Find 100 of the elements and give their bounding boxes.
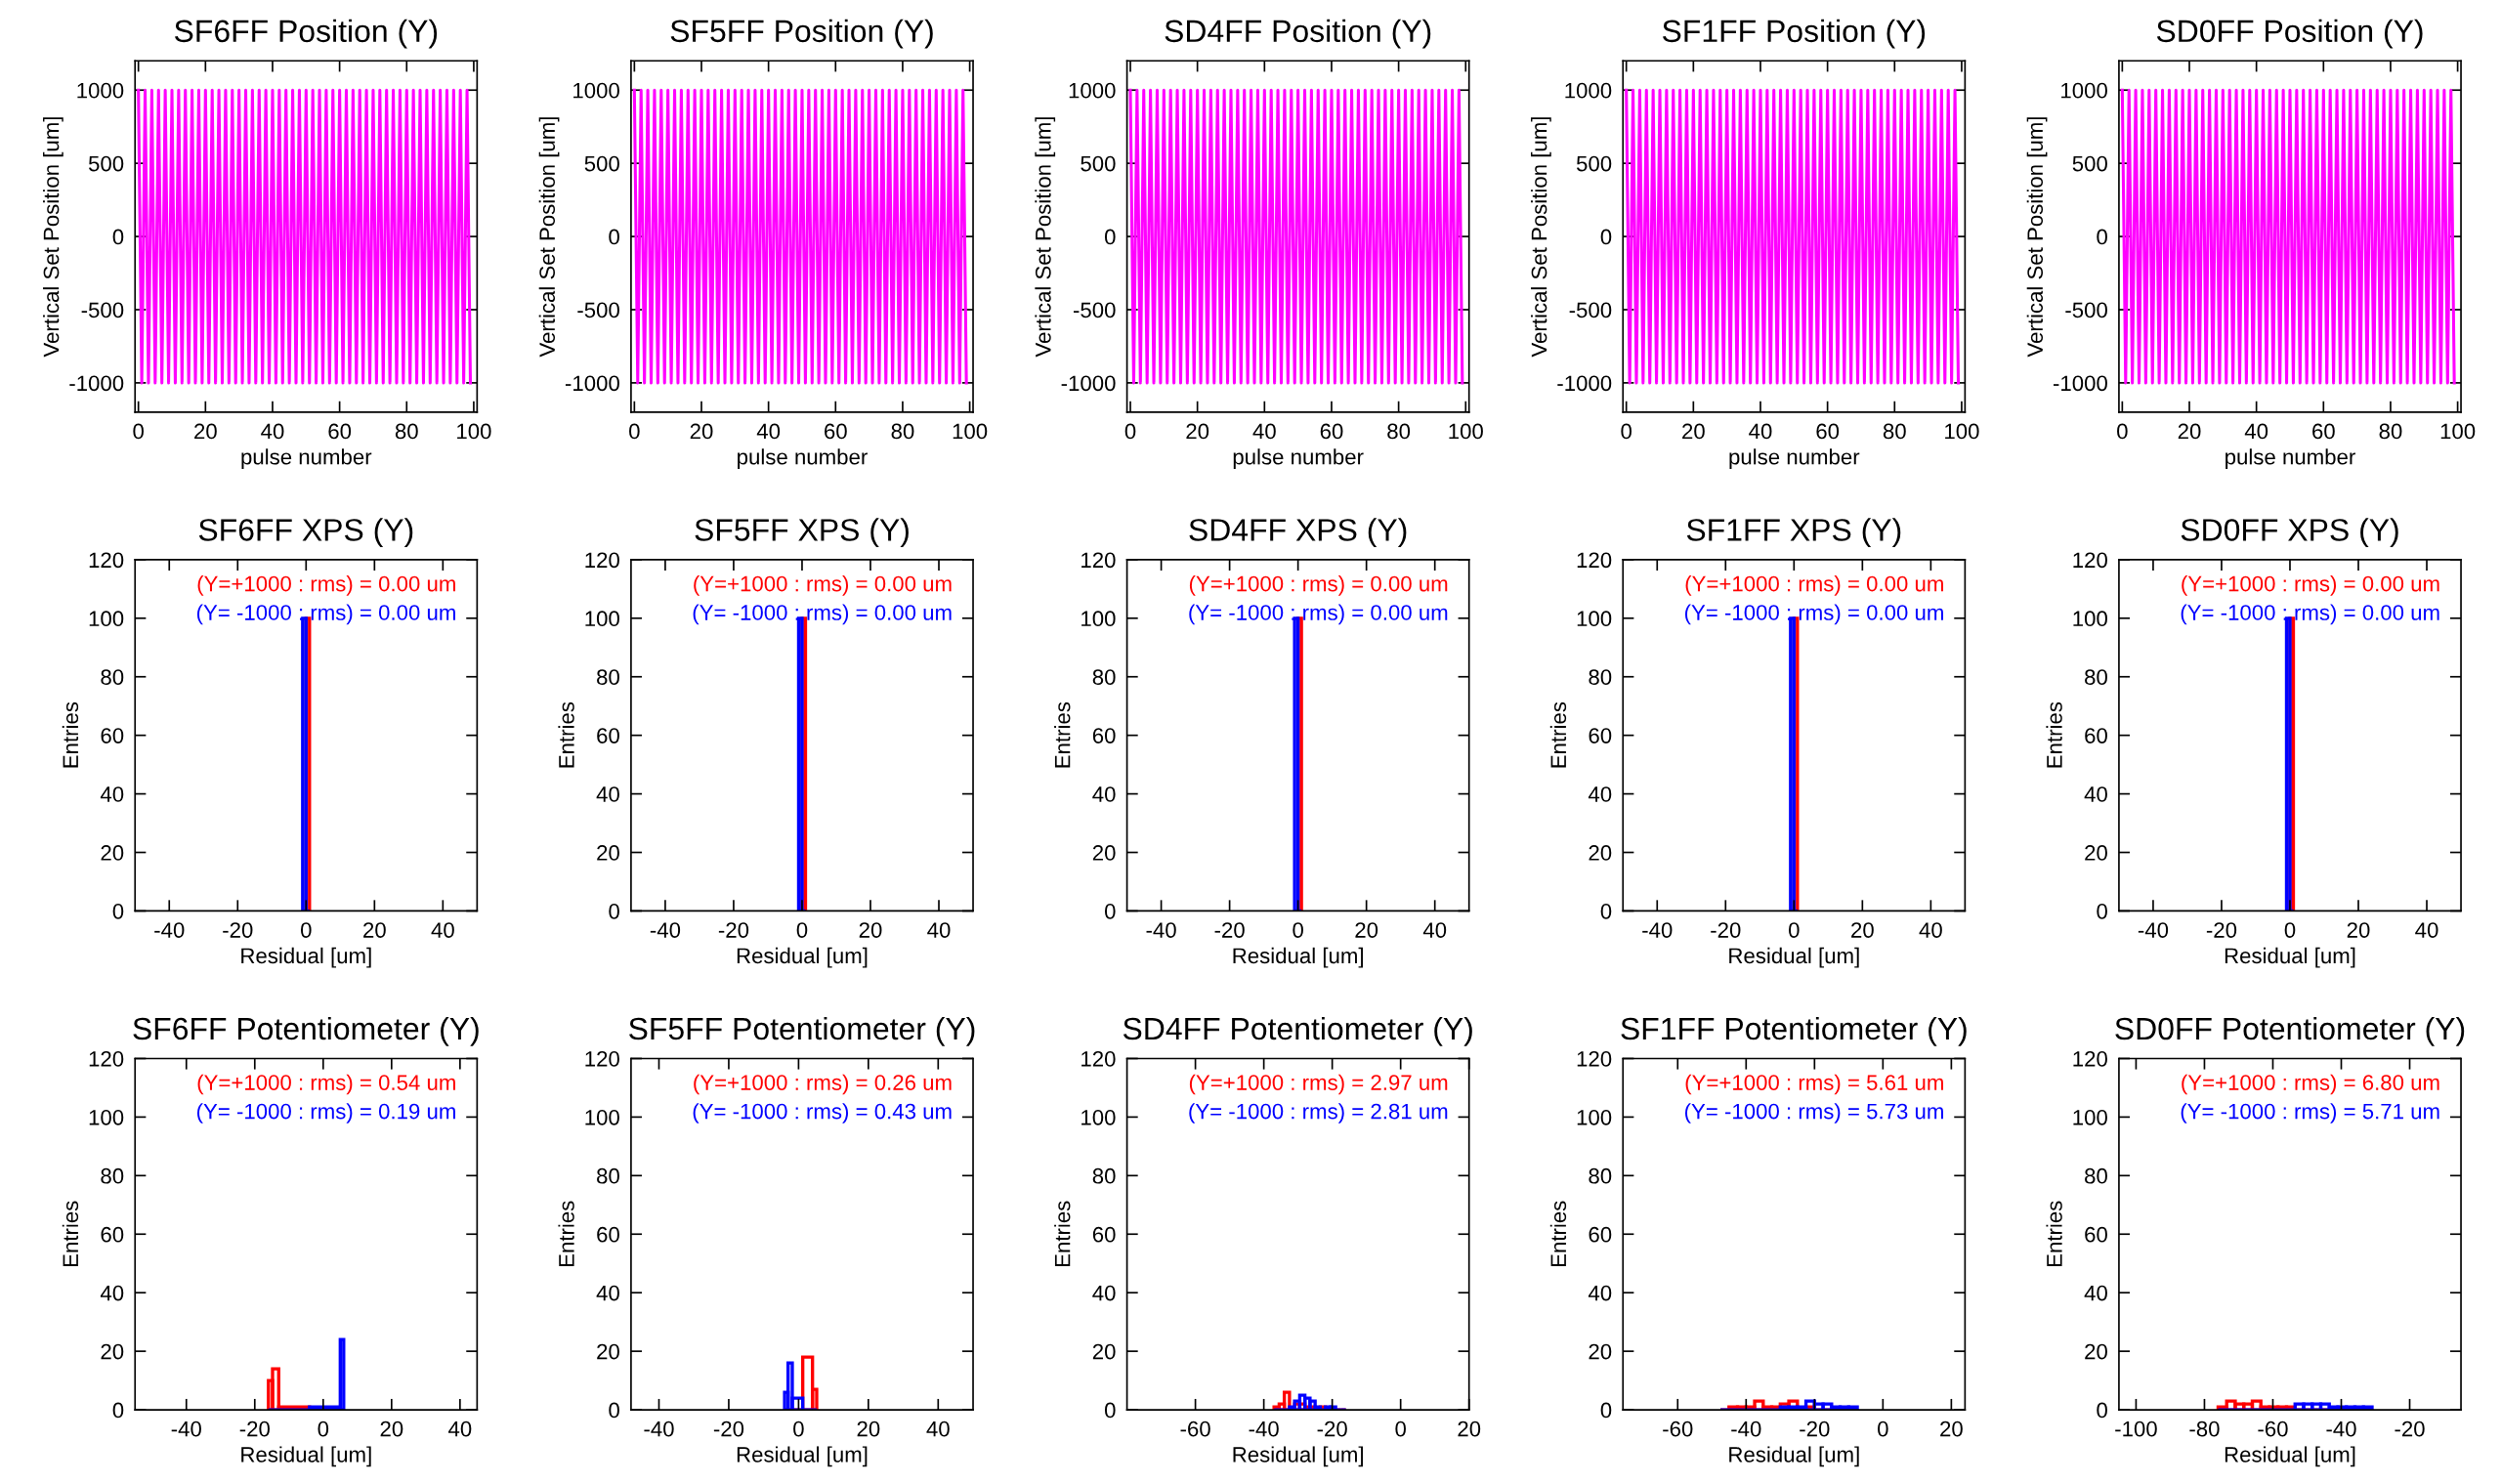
chart-title: SF5FF Potentiometer (Y) <box>629 1016 975 1046</box>
series-label: (Y= -1000 : rms) = 0.00 um <box>1189 604 1448 625</box>
y-tick-label: -500 <box>2065 302 2107 318</box>
y-tick-label: 80 <box>101 669 124 686</box>
text: (Y= -1000 : rms) = 5.71 um <box>2181 1103 2439 1124</box>
x-tick-label: 20 <box>1355 922 1378 938</box>
x-tick-label: -20 <box>2395 1420 2425 1437</box>
y-tick-label: 100 <box>89 611 124 627</box>
y-tick-label: 80 <box>2085 1167 2107 1184</box>
series-label: (Y= -1000 : rms) = 0.00 um <box>196 604 455 625</box>
x-tick-label: -60 <box>2258 1420 2288 1437</box>
text: (Y=+1000 : rms) = 5.61 um <box>1685 1074 1943 1095</box>
x-tick-label: 80 <box>1883 423 1906 440</box>
x-tick-label: 0 <box>1621 423 1632 440</box>
x-tick-label: 0 <box>1789 922 1800 938</box>
text: (Y= -1000 : rms) = 0.43 um <box>693 1103 952 1124</box>
y-tick-label: 60 <box>2085 1226 2107 1243</box>
y-tick-label: 120 <box>1081 1051 1116 1067</box>
x-tick-label: 40 <box>1252 423 1276 440</box>
y-tick-label: 80 <box>2085 669 2107 686</box>
chart-title: SD0FF XPS (Y) <box>2181 518 2398 548</box>
y-tick-label: 80 <box>101 1167 124 1184</box>
x-tick-label: -100 <box>2115 1420 2157 1437</box>
y-tick-label: 100 <box>1081 611 1116 627</box>
y-tick-label: 80 <box>1589 669 1612 686</box>
y-tick-label: 80 <box>597 669 619 686</box>
y-tick-label: 1000 <box>2061 82 2107 99</box>
y-tick-label: 100 <box>585 611 619 627</box>
text: (Y= -1000 : rms) = 2.81 um <box>1189 1103 1448 1124</box>
y-tick-label: 120 <box>2073 1051 2107 1067</box>
x-tick-label: 40 <box>926 1420 950 1437</box>
x-tick-label: 0 <box>300 922 312 938</box>
x-tick-label: 20 <box>1851 922 1874 938</box>
y-tick-label: -500 <box>577 302 619 318</box>
y-tick-label: -500 <box>81 302 124 318</box>
x-tick-label: -40 <box>644 1420 674 1437</box>
x-axis-title: Residual [um] <box>241 1446 371 1467</box>
x-tick-label: 0 <box>2284 922 2296 938</box>
y-tick-label: 20 <box>1092 845 1116 861</box>
x-tick-label: 100 <box>1449 423 1483 440</box>
x-tick-label: -40 <box>650 922 681 938</box>
x-tick-label: 60 <box>1320 423 1343 440</box>
y-tick-label: 80 <box>1092 669 1116 686</box>
y-tick-label: 100 <box>1577 611 1612 627</box>
y-tick-label: 60 <box>101 728 124 743</box>
x-tick-label: -40 <box>1249 1420 1279 1437</box>
y-tick-label: 60 <box>1589 728 1612 743</box>
x-tick-label: 20 <box>2178 423 2201 440</box>
y-tick-label: 0 <box>112 1402 124 1419</box>
y-tick-label: 500 <box>2072 155 2107 172</box>
x-tick-label: -40 <box>154 922 185 938</box>
x-tick-label: 20 <box>1682 423 1705 440</box>
y-tick-label: 0 <box>112 903 124 919</box>
x-tick-label: 0 <box>793 1420 804 1437</box>
x-tick-label: 40 <box>1422 922 1447 938</box>
x-tick-label: 20 <box>2347 922 2370 938</box>
x-tick-label: -20 <box>239 1420 270 1437</box>
x-tick-label: -20 <box>713 1420 744 1437</box>
x-tick-label: 100 <box>2440 423 2476 440</box>
x-tick-label: 40 <box>448 1420 472 1437</box>
x-tick-label: -60 <box>1180 1420 1210 1437</box>
y-tick-label: 60 <box>597 728 619 743</box>
x-tick-label: 0 <box>133 423 144 440</box>
y-tick-label: 0 <box>609 1402 619 1419</box>
x-tick-label: 20 <box>859 922 882 938</box>
y-tick-label: 100 <box>585 1109 619 1125</box>
chart-title: SF1FF XPS (Y) <box>1686 518 1901 548</box>
y-tick-label: 500 <box>584 155 619 172</box>
x-tick-label: 0 <box>1293 922 1303 938</box>
y-axis-title: Entries <box>1549 701 1567 768</box>
y-tick-label: 120 <box>2073 552 2107 569</box>
chart-title: SF5FF Position (Y) <box>670 19 933 49</box>
x-tick-label: 80 <box>2379 423 2402 440</box>
x-tick-label: 40 <box>2244 423 2268 440</box>
x-tick-label: 20 <box>857 1420 880 1437</box>
x-axis-title: Residual [um] <box>1233 1446 1363 1467</box>
x-tick-label: 40 <box>756 423 781 440</box>
y-tick-label: 80 <box>1589 1167 1612 1184</box>
y-tick-label: 60 <box>1092 728 1116 743</box>
y-tick-label: 40 <box>2084 1285 2107 1301</box>
y-tick-label: 120 <box>1577 552 1612 569</box>
y-tick-label: 0 <box>2097 229 2107 245</box>
chart-title: SF6FF Potentiometer (Y) <box>133 1016 479 1046</box>
y-tick-label: 100 <box>1081 1109 1116 1125</box>
x-tick-label: 60 <box>1816 423 1840 440</box>
x-tick-label: -40 <box>1731 1420 1761 1437</box>
y-tick-label: 120 <box>89 552 124 569</box>
y-tick-label: 1000 <box>573 82 619 99</box>
y-axis-title: Vertical Set Position [um] <box>1531 117 1551 358</box>
x-axis-title: Residual [um] <box>1729 947 1859 968</box>
y-tick-label: -500 <box>1073 302 1116 318</box>
x-tick-label: 20 <box>380 1420 403 1437</box>
x-axis-title: pulse number <box>738 448 868 469</box>
series-label: (Y=+1000 : rms) = 0.00 um <box>2182 575 2439 596</box>
y-axis-title: Entries <box>1549 1201 1567 1267</box>
chart-title: SD4FF XPS (Y) <box>1189 518 1407 548</box>
x-axis-title: pulse number <box>241 448 372 469</box>
y-tick-label: -1000 <box>1557 375 1612 392</box>
series-label: (Y=+1000 : rms) = 0.00 um <box>1685 575 1943 596</box>
y-axis-title: Entries <box>1054 1201 1071 1267</box>
